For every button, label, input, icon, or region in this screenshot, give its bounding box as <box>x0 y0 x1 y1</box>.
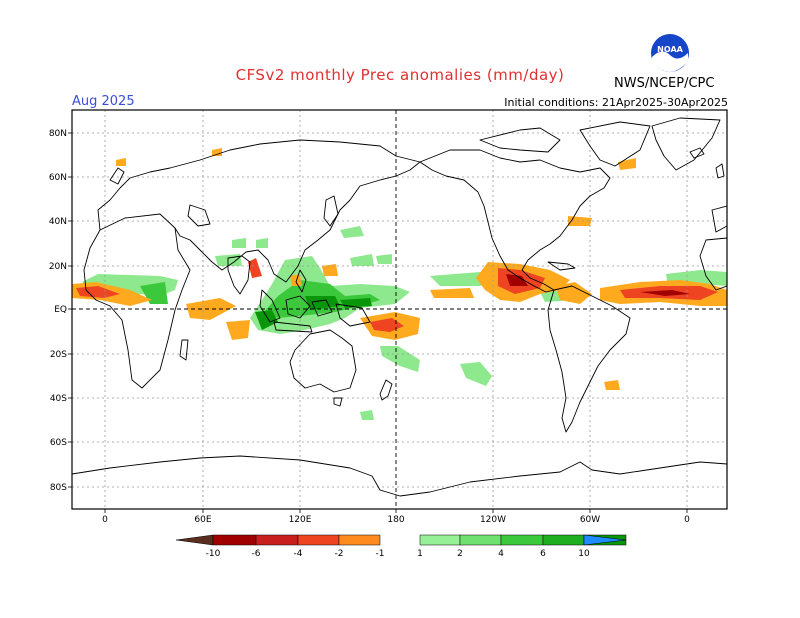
colorbar-label: 2 <box>457 549 463 559</box>
colorbar-label: 1 <box>417 549 423 559</box>
colorbar-swatch <box>338 534 381 546</box>
map-frame <box>71 109 728 510</box>
latitude-labels: 80N 60N 40N 20N EQ 20S 40S 60S 80S <box>49 129 72 493</box>
dry-anomalies <box>72 148 727 390</box>
logo-text: NOAA <box>657 45 683 54</box>
colorbar-swatch <box>500 534 544 546</box>
lat-label: 20N <box>49 262 67 272</box>
lon-label: 60W <box>580 515 600 525</box>
colorbar-swatch <box>255 534 299 546</box>
colorbar-label: -1 <box>376 549 385 559</box>
longitude-labels: 0 60E 120E 180 120W 60W 0 <box>102 509 690 525</box>
initial-conditions: Initial conditions: 21Apr2025-30Apr2025 <box>504 96 728 109</box>
chart-title: CFSv2 monthly Prec anomalies (mm/day) <box>235 66 565 84</box>
colorbar-swatch <box>175 534 214 546</box>
colorbar-label: 6 <box>540 549 546 559</box>
colorbar-label: -6 <box>252 549 261 559</box>
lat-label: 40N <box>49 217 67 227</box>
lon-label: 60E <box>194 515 211 525</box>
colorbar-label: 10 <box>578 549 590 559</box>
lat-label: 60S <box>50 438 67 448</box>
colorbar-swatch <box>459 534 502 546</box>
noaa-logo: NOAA <box>651 34 689 72</box>
grid-lines <box>72 110 727 509</box>
colorbar-label: -2 <box>335 549 344 559</box>
lat-label: 40S <box>50 394 67 404</box>
lat-label: EQ <box>54 305 67 315</box>
lon-label: 120W <box>480 515 506 525</box>
lon-label: 0 <box>684 515 690 525</box>
forecast-month: Aug 2025 <box>72 94 135 109</box>
lat-label: 20S <box>50 350 67 360</box>
coastlines <box>72 117 727 497</box>
colorbar-swatch <box>542 534 585 546</box>
colorbar-label: -10 <box>206 549 221 559</box>
colorbar-swatch <box>297 534 340 546</box>
lon-label: 0 <box>102 515 108 525</box>
colorbar-label: -4 <box>294 549 303 559</box>
colorbar-swatch <box>419 534 461 546</box>
lon-label: 180 <box>387 515 404 525</box>
lat-label: 60N <box>49 173 67 183</box>
lat-label: 80N <box>49 129 67 139</box>
lat-label: 80S <box>50 483 67 493</box>
colorbar-label: 4 <box>498 549 504 559</box>
lon-label: 120E <box>289 515 312 525</box>
colorbar-swatch <box>212 534 257 546</box>
colorbar-swatch <box>583 534 627 546</box>
equator-dateline <box>72 110 727 509</box>
agency-label: NWS/NCEP/CPC <box>614 76 715 91</box>
